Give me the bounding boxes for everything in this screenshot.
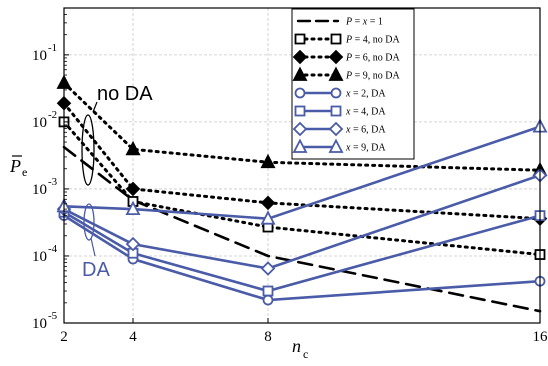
legend-marker <box>330 105 342 117</box>
y-tick-base: 10 <box>32 48 47 64</box>
y-tick-label: 10 -4 <box>32 243 58 265</box>
data-point <box>125 200 141 216</box>
legend-label: P = 9, no DA <box>345 71 400 82</box>
no-da-pointer <box>92 101 98 113</box>
plot-frame <box>63 7 541 324</box>
y-axis-label: P <box>9 156 21 176</box>
annotation-layer: no DA DA <box>81 83 153 281</box>
y-tick-base: 10 <box>32 182 47 198</box>
data-point <box>125 236 141 252</box>
x-axis-label: n <box>292 336 301 356</box>
series-line-5 <box>62 210 542 293</box>
x-tick-label: 2 <box>60 329 68 345</box>
legend: P = x = 1 P = 4, no DA P = 6, no DA P = 9, … <box>291 8 415 160</box>
series-line-4 <box>62 214 542 302</box>
x-tick-label: 8 <box>264 329 272 345</box>
data-point <box>260 210 276 225</box>
legend-item: P = 4, no DA <box>294 33 400 46</box>
legend-marker <box>328 49 344 65</box>
data-point <box>260 195 276 211</box>
legend-marker <box>328 66 344 81</box>
legend-label: x = 9, DA <box>345 143 386 154</box>
data-point <box>262 294 274 306</box>
data-point <box>125 140 141 156</box>
data-point <box>260 261 276 276</box>
legend-label: x = 2, DA <box>345 89 386 100</box>
y-tick-base: 10 <box>32 249 47 265</box>
legend-label: P = x = 1 <box>345 17 383 28</box>
series-7 <box>56 118 548 225</box>
data-point <box>125 181 141 197</box>
series-6 <box>56 167 548 276</box>
legend-marker <box>328 138 344 153</box>
legend-marker <box>292 49 308 65</box>
y-tick-exponent: -4 <box>48 243 58 255</box>
y-tick-exponent: -1 <box>48 42 57 54</box>
data-point <box>262 285 274 297</box>
legend-marker <box>292 66 308 81</box>
legend-label: P = 6, no DA <box>345 53 400 64</box>
da-annotation: DA <box>82 259 110 281</box>
legend-box <box>291 8 415 160</box>
legend-marker <box>292 138 308 153</box>
legend-marker <box>294 33 306 45</box>
da-pointer <box>90 237 96 257</box>
legend-marker <box>292 121 308 137</box>
series-5 <box>58 206 546 297</box>
y-tick-base: 10 <box>32 316 47 332</box>
legend-item: x = 4, DA <box>294 105 386 118</box>
series-line-3 <box>62 81 542 172</box>
y-tick-exponent: -2 <box>48 109 57 121</box>
x-tick-label: 16 <box>533 329 548 345</box>
legend-marker <box>328 121 344 137</box>
legend-item: P = 6, no DA <box>292 49 400 65</box>
series-line-2 <box>62 101 542 221</box>
series-line-6 <box>62 173 542 270</box>
series-line-7 <box>62 125 542 220</box>
da-ellipse <box>83 203 95 241</box>
y-tick-label: 10 -1 <box>32 42 57 64</box>
legend-item: x = 9, DA <box>292 138 386 154</box>
legend-label: x = 4, DA <box>345 107 386 118</box>
legend-item: x = 2, DA <box>294 87 386 100</box>
legend-label: x = 6, DA <box>345 125 386 136</box>
y-tick-label: 10 -3 <box>32 176 58 198</box>
data-point <box>260 153 276 169</box>
legend-marker <box>330 33 342 45</box>
series-line-0 <box>62 145 542 313</box>
x-axis-label-sub: c <box>303 347 308 361</box>
y-tick-label: 10 -5 <box>32 310 58 332</box>
no-da-ellipse <box>81 114 95 186</box>
y-tick-exponent: -5 <box>48 310 58 322</box>
legend-marker <box>330 87 342 99</box>
legend-item: P = x = 1 <box>296 17 383 28</box>
legend-marker <box>294 87 306 99</box>
series-3 <box>56 74 548 177</box>
legend-marker <box>294 105 306 117</box>
y-tick-label: 10 -2 <box>32 109 57 131</box>
no-da-annotation: no DA <box>97 83 153 105</box>
legend-item: x = 6, DA <box>292 121 386 137</box>
y-tick-exponent: -3 <box>48 176 58 188</box>
series-0 <box>62 145 542 313</box>
legend-label: P = 4, no DA <box>345 35 400 46</box>
x-tick-label: 4 <box>129 329 137 345</box>
y-tick-base: 10 <box>32 115 47 131</box>
legend-item: P = 9, no DA <box>292 66 400 82</box>
y-axis-label-sub: e <box>22 165 27 179</box>
